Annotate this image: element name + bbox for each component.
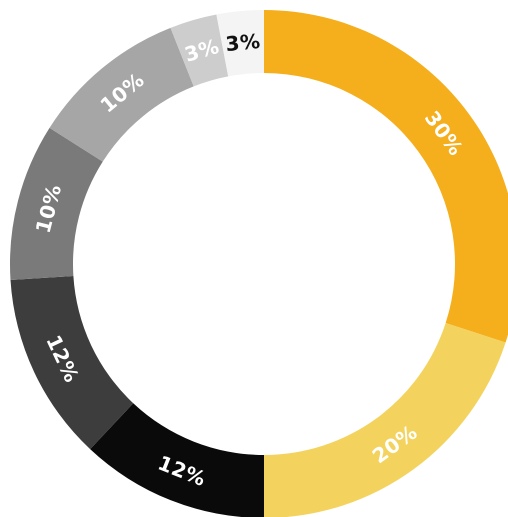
donut-slice-3 <box>90 403 264 517</box>
slice-label-8: 3% <box>225 29 262 56</box>
donut-labels: 30%20%12%12%10%10%3% 3% <box>31 29 468 491</box>
donut-slices <box>10 10 508 517</box>
donut-slice-5 <box>10 127 103 280</box>
donut-slice-8 <box>216 10 264 77</box>
donut-slice-6 <box>49 27 194 162</box>
donut-slice-2 <box>264 323 506 517</box>
donut-slice-7 <box>170 14 229 87</box>
donut-slice-4 <box>10 275 134 450</box>
donut-slice-1 <box>264 10 508 343</box>
